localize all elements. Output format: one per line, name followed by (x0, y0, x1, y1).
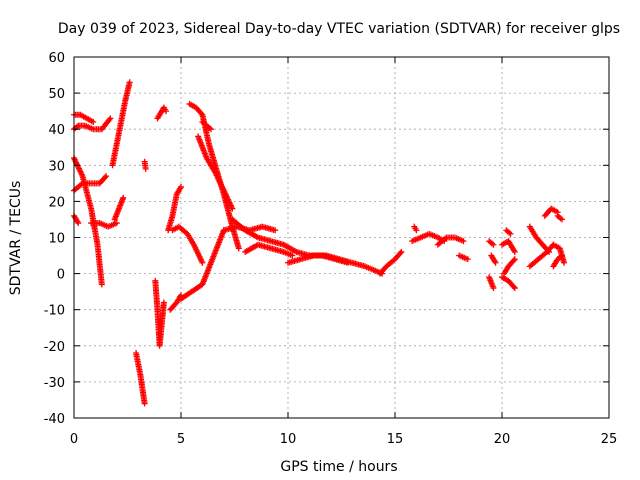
x-axis-label: GPS time / hours (280, 459, 397, 475)
series-arc-6 (88, 220, 120, 230)
data-point (490, 241, 497, 248)
data-point (272, 227, 279, 234)
series-arc-7 (111, 194, 127, 223)
x-tick-label: 10 (280, 432, 297, 447)
series-arc-13 (165, 183, 184, 234)
series-arc-30 (486, 274, 497, 292)
data-point (464, 256, 471, 263)
data-point (141, 400, 148, 407)
y-tick-label: -40 (44, 412, 65, 427)
series-arc-32 (499, 238, 518, 255)
chart-title: Day 039 of 2023, Sidereal Day-to-day VTE… (58, 21, 620, 37)
data-point (207, 126, 214, 133)
data-point (511, 256, 518, 263)
series-arc-9 (133, 350, 148, 407)
y-axis-label: SDTVAR / TECUs (8, 181, 24, 296)
axis-ticks: 0 5 10 15 20 25 -40 -30 -20 -10 0 10 20 30 40 50 60 (44, 51, 618, 447)
y-tick-label: -20 (44, 340, 65, 355)
data-point (511, 248, 518, 255)
series-arc-41 (550, 252, 565, 270)
data-point (113, 220, 120, 227)
series-arc-12 (154, 104, 170, 122)
series-arc-39 (554, 212, 565, 223)
series-arc-11 (152, 277, 167, 349)
y-tick-label: 0 (57, 268, 65, 283)
data-point (413, 227, 420, 234)
data-point (98, 281, 105, 288)
data-point (199, 259, 206, 266)
series-arc-24 (377, 248, 405, 277)
series-arc-28 (456, 252, 471, 263)
series-arc-16 (178, 227, 227, 302)
x-tick-label: 25 (601, 432, 618, 447)
x-tick-label: 0 (70, 432, 78, 447)
data-point (120, 194, 127, 201)
series-arc-27 (434, 234, 467, 248)
y-tick-label: 10 (48, 232, 65, 247)
data-marker (510, 257, 517, 264)
data-point (398, 248, 405, 255)
series-arc-33 (499, 274, 518, 292)
data-point (507, 230, 514, 237)
x-tick-label: 20 (494, 432, 511, 447)
y-tick-label: 50 (48, 87, 65, 102)
series-arc-35 (501, 256, 518, 277)
data-point (558, 252, 565, 259)
data-point (126, 79, 133, 86)
series-arc-8 (109, 79, 133, 169)
data-point (163, 108, 170, 115)
data-marker (510, 283, 517, 290)
series-arc-10 (141, 158, 149, 172)
data-point (561, 259, 568, 266)
data-point (229, 205, 236, 212)
series-arc-15 (169, 223, 206, 266)
data-point (460, 238, 467, 245)
series-arc-22 (242, 241, 296, 259)
series-arc-19 (199, 118, 214, 133)
x-tick-label: 15 (387, 432, 404, 447)
data-point (511, 285, 518, 292)
grid-lines (74, 57, 609, 418)
data-point (492, 259, 499, 266)
data-marker (397, 250, 404, 257)
data-point (235, 245, 242, 252)
series-arc-18 (195, 133, 236, 212)
data-point (142, 165, 149, 172)
y-tick-label: 30 (48, 159, 65, 174)
data-point (178, 183, 184, 190)
data-point (289, 252, 296, 259)
series-arc-29 (486, 238, 497, 248)
data-point (107, 115, 114, 122)
x-tick-label: 5 (177, 432, 185, 447)
y-tick-label: 60 (48, 51, 65, 66)
data-points (71, 79, 568, 407)
data-point (490, 285, 497, 292)
series-arc-31 (488, 252, 499, 266)
data-point (160, 299, 167, 306)
y-tick-label: -30 (44, 376, 65, 391)
data-point (558, 216, 565, 223)
series-arc-34 (503, 227, 514, 237)
y-tick-label: 40 (48, 123, 65, 138)
data-point (103, 173, 110, 180)
y-tick-label: -10 (44, 304, 65, 319)
series-arc-26 (411, 223, 420, 234)
series-arc-25 (409, 230, 448, 245)
y-tick-label: 20 (48, 195, 65, 210)
data-point (75, 220, 82, 227)
data-marker (102, 174, 109, 181)
series-arc-14 (167, 292, 184, 313)
data-point (90, 118, 97, 125)
